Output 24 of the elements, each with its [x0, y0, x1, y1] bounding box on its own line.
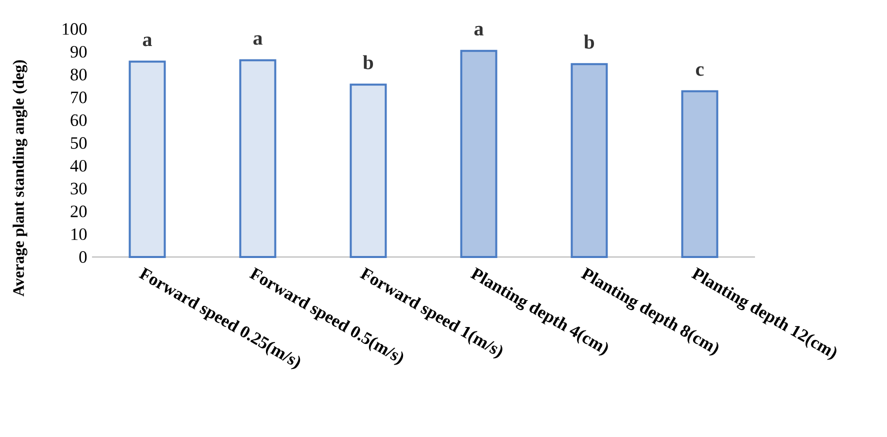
- y-tick-label: 60: [70, 114, 87, 126]
- bar: [128, 60, 166, 258]
- annotation: a: [253, 35, 262, 45]
- y-tick-label: 10: [71, 228, 87, 240]
- bar: [350, 84, 387, 258]
- bar: [570, 63, 608, 258]
- y-tick-label: 80: [70, 68, 87, 80]
- y-tick-label: 40: [70, 160, 87, 172]
- annotation: c: [696, 66, 704, 76]
- y-tick-label: 100: [62, 23, 87, 35]
- bar: [681, 90, 718, 258]
- y-axis-title: Average plant standing angle (deg): [12, 60, 28, 296]
- y-tick-label: 20: [70, 206, 87, 218]
- bar: [239, 59, 276, 258]
- y-tick-label: 70: [71, 92, 87, 104]
- annotation: b: [584, 34, 594, 49]
- y-tick-label: 0: [79, 251, 87, 263]
- bar: [460, 50, 498, 258]
- annotation: a: [474, 26, 484, 36]
- y-tick-label: 90: [70, 46, 87, 58]
- y-tick-label: 30: [70, 182, 87, 194]
- annotation: b: [362, 55, 374, 70]
- y-tick-label: 50: [70, 137, 87, 149]
- annotation: a: [142, 36, 152, 46]
